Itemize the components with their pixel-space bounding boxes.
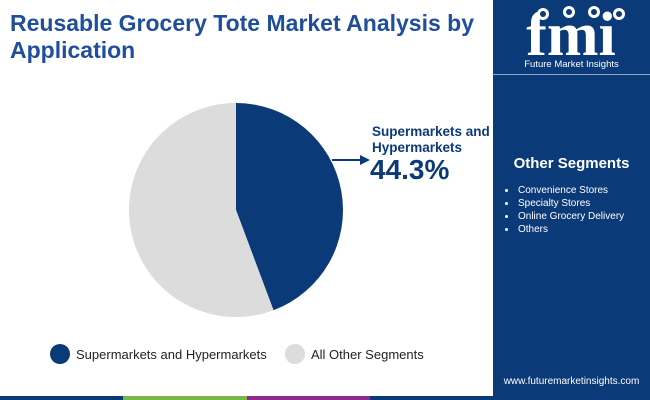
segment-item: Specialty Stores <box>501 197 641 210</box>
brand-name: Future Market Insights <box>524 59 619 70</box>
logo-divider <box>493 74 650 75</box>
bottom-bar-segment <box>123 396 247 400</box>
brand-logo: fmi Future Market Insights <box>493 0 650 75</box>
sidebar: fmi Future Market Insights Other Segment… <box>493 0 650 400</box>
legend-item-supermarkets: Supermarkets and Hypermarkets <box>50 344 267 364</box>
callout-value: 44.3% <box>370 154 450 185</box>
callout-label: Supermarkets and Hypermarkets <box>372 124 490 155</box>
bottom-bar-segment <box>369 396 493 400</box>
other-segments-list: Convenience Stores Specialty Stores Onli… <box>501 184 641 236</box>
other-segments-title: Other Segments <box>513 155 630 172</box>
bottom-color-bar <box>0 396 493 400</box>
callout-arrow <box>332 155 370 165</box>
segment-item: Online Grocery Delivery <box>501 210 641 223</box>
brand-url: www.futuremarketinsights.com <box>503 376 640 387</box>
segment-item: Others <box>501 223 641 236</box>
pie-slice-0 <box>236 103 343 311</box>
chart-title: Reusable Grocery Tote Market Analysis by… <box>10 10 475 63</box>
legend-swatch-other <box>285 344 305 364</box>
segment-item: Convenience Stores <box>501 184 641 197</box>
legend-swatch-supermarkets <box>50 344 70 364</box>
fmi-logo-icon: fmi <box>526 3 625 59</box>
pie-slice-1 <box>128 103 274 318</box>
bottom-bar-segment <box>0 396 124 400</box>
legend-label-supermarkets: Supermarkets and Hypermarkets <box>76 346 267 362</box>
legend-item-other: All Other Segments <box>285 344 424 364</box>
legend-label-other: All Other Segments <box>311 346 424 362</box>
bottom-bar-segment <box>246 396 370 400</box>
